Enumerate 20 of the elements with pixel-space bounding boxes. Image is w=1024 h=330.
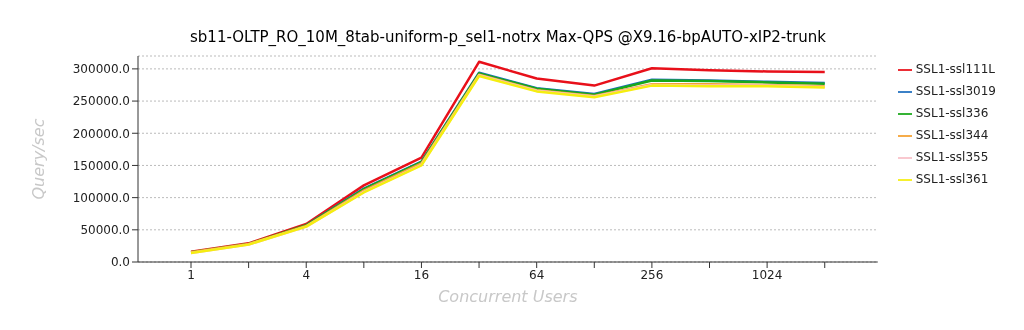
x-tick-label: 1024 xyxy=(751,267,783,282)
legend-label: SSL1-ssl111L xyxy=(915,62,996,76)
legend-label: SSL1-ssl336 xyxy=(915,106,989,120)
x-tick-label: 64 xyxy=(529,267,545,282)
legend-label: SSL1-ssl355 xyxy=(915,150,989,164)
y-tick-label: 300000.0 xyxy=(72,62,130,77)
x-tick-label: 16 xyxy=(413,267,430,282)
x-tick-label: 256 xyxy=(640,267,664,282)
x-tick-label: 4 xyxy=(302,267,311,282)
y-tick-label: 100000.0 xyxy=(72,190,130,205)
chart-title: sb11-OLTP_RO_10M_8tab-uniform-p_sel1-notrx Max-QPS @X9.16-bpAUTO-xIP2-trunk xyxy=(189,28,827,46)
legend-label: SSL1-ssl3019 xyxy=(915,84,996,98)
y-tick-label: 200000.0 xyxy=(72,126,130,141)
legend-label: SSL1-ssl344 xyxy=(915,128,989,142)
y-tick-label: 0.0 xyxy=(110,255,130,270)
y-tick-label: 150000.0 xyxy=(72,158,130,173)
y-tick-label: 250000.0 xyxy=(72,94,130,109)
y-tick-label: 50000.0 xyxy=(80,223,130,238)
x-tick-label: 1 xyxy=(187,267,195,282)
legend-label: SSL1-ssl361 xyxy=(915,172,989,186)
